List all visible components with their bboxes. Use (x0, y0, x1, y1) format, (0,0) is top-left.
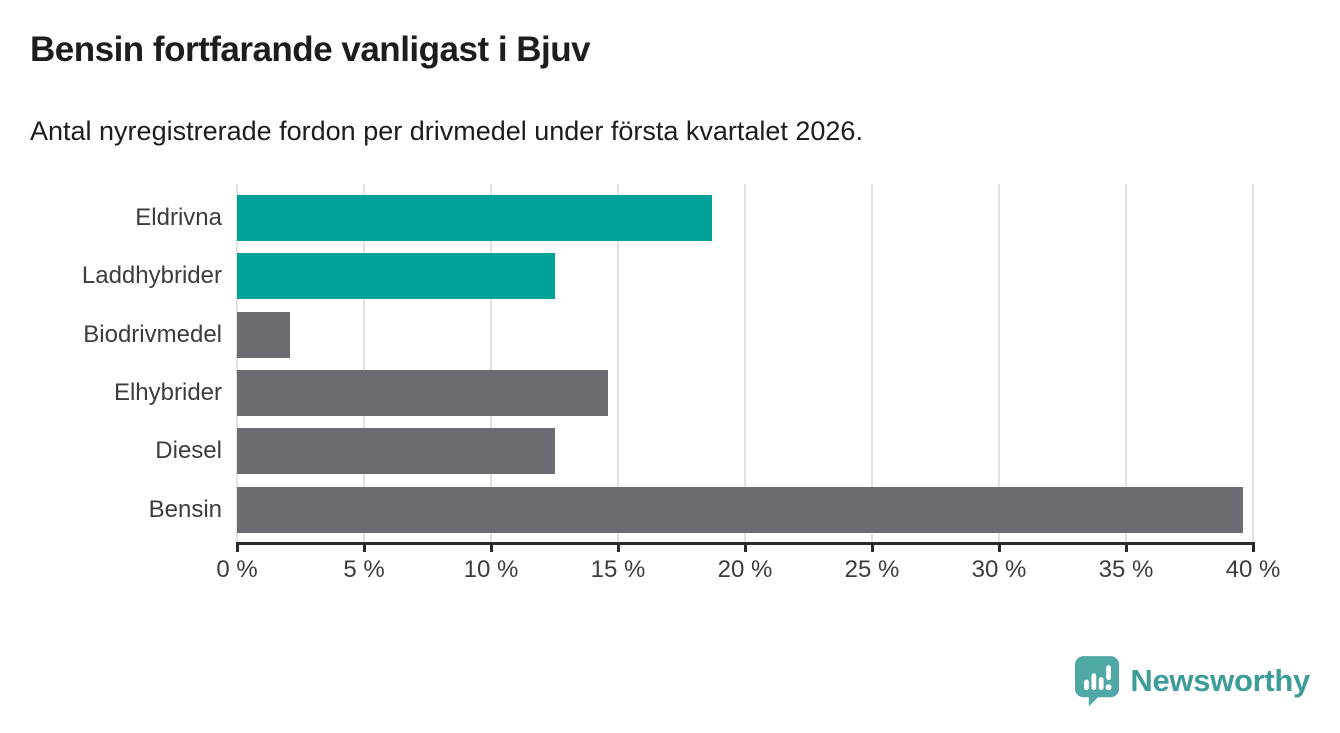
x-axis-tick-label-5: 5 % (343, 556, 385, 583)
bar-bensin (237, 486, 1243, 533)
x-axis-tick-label-15: 15 % (590, 556, 646, 583)
x-axis-tick-15 (617, 542, 620, 552)
x-axis-tick-label-20: 20 % (717, 556, 773, 583)
category-label-biodrivmedel: Biodrivmedel (83, 320, 222, 348)
gridline-10-percent (490, 184, 492, 542)
x-axis-tick-label-25: 25 % (844, 556, 900, 583)
chart-title: Bensin fortfarande vanligast i Bjuv (30, 30, 591, 69)
bar-biodrivmedel (237, 311, 291, 358)
gridline-25-percent (871, 184, 873, 542)
x-axis-tick-20 (744, 542, 747, 552)
chart-subtitle: Antal nyregistrerade fordon per drivmede… (30, 116, 863, 146)
category-label-diesel: Diesel (155, 437, 222, 465)
x-axis-tick-label-40: 40 % (1225, 556, 1281, 583)
x-axis-tick-35 (1125, 542, 1128, 552)
x-axis-tick-40 (1252, 542, 1255, 552)
x-axis-tick-label-30: 30 % (971, 556, 1027, 583)
gridline-35-percent (1125, 184, 1127, 542)
x-axis-tick-0 (236, 542, 239, 552)
gridline-5-percent (363, 184, 365, 542)
x-axis-tick-label-0: 0 % (216, 556, 258, 583)
gridline-0-percent (236, 184, 238, 542)
bar-eldrivna (237, 195, 712, 241)
bar-laddhybrider (237, 253, 555, 300)
x-axis-tick-25 (871, 542, 874, 552)
x-axis-tick-5 (363, 542, 366, 552)
category-label-elhybrider: Elhybrider (113, 378, 222, 406)
gridline-30-percent (998, 184, 1000, 542)
newsworthy-logo: Newsworthy (1074, 655, 1310, 707)
bar-chart-speech-bubble-icon (1075, 656, 1120, 707)
bar-elhybrider (237, 369, 608, 416)
x-axis-tick-label-35: 35 % (1098, 556, 1154, 583)
category-label-eldrivna: Eldrivna (135, 204, 222, 231)
x-axis-tick-30 (998, 542, 1001, 552)
newsworthy-logo-text: Newsworthy (1130, 663, 1310, 698)
gridline-15-percent (617, 184, 619, 542)
x-axis-tick-10 (490, 542, 493, 552)
category-label-laddhybrider: Laddhybrider (81, 262, 222, 290)
x-axis-tick-label-10: 10 % (463, 556, 519, 583)
gridline-40-percent (1252, 184, 1254, 542)
category-label-bensin: Bensin (148, 495, 222, 523)
gridline-20-percent (744, 184, 746, 542)
bar-diesel (237, 428, 555, 475)
